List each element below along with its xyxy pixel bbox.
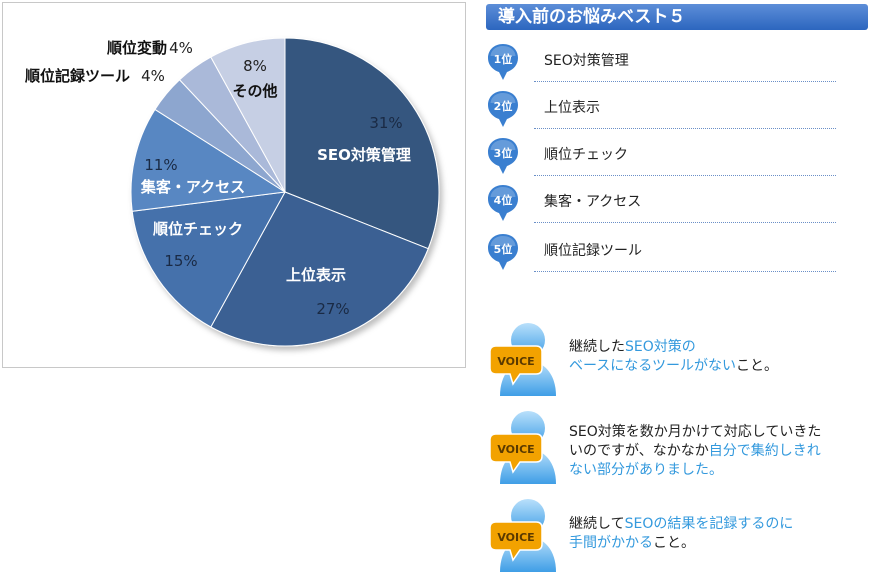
slice-label-7: その他 — [232, 82, 277, 100]
slice-label-3: 順位チェック — [152, 220, 243, 238]
ranking-item-label: SEO対策管理 — [544, 53, 629, 69]
dotted-divider — [534, 271, 836, 272]
pie-slice-2 — [210, 191, 429, 347]
slice-value-5: 4% — [141, 67, 165, 85]
slice-label-4: 集客・アクセス — [140, 178, 245, 196]
voice-text: SEO対策を数か月かけて対応していきた いのですが、なかなか自分で集約しきれない部… — [569, 423, 864, 480]
ranking-item-label: 集客・アクセス — [544, 194, 642, 210]
dotted-divider — [534, 175, 836, 176]
rank-badge-text: 5位 — [494, 242, 513, 256]
rank-badge-text: 1位 — [494, 52, 513, 66]
pie-chart: SEO対策管理 31% 上位表示 27% 順位チェック 15% 集客・アクセス 11% 順位記録… — [24, 37, 440, 347]
voice-item-3: VOICE 継続してSEOの結果を記録するのに手間がかかること。 — [486, 494, 866, 578]
dotted-divider — [534, 222, 836, 223]
ranking-item-4: 4位 集客・アクセス — [486, 183, 836, 223]
slice-label-1: SEO対策管理 — [317, 146, 411, 164]
pie-slice-3 — [131, 191, 286, 328]
voice-highlight: ない部分がありました。 — [569, 462, 723, 478]
ranking-item-2: 2位 上位表示 — [486, 89, 836, 129]
pie-slice-1 — [284, 37, 440, 250]
user-voice-icon: VOICE — [489, 323, 556, 396]
rank-badge-icon: 5位 — [488, 234, 518, 270]
voice-item-2: VOICE SEO対策を数か月かけて対応していきた いのですが、なかなか自分で集約し… — [486, 406, 866, 490]
voice-item-1: VOICE 継続したSEO対策のベースになるツールがないこと。 — [486, 318, 866, 402]
voice-badge-text: VOICE — [497, 355, 534, 368]
pie-slices — [130, 37, 440, 347]
dotted-divider — [534, 128, 836, 129]
ranking-item-1: 1位 SEO対策管理 — [486, 42, 836, 82]
slice-label-5: 順位記録ツール — [24, 67, 130, 85]
ranking-item-3: 3位 順位チェック — [486, 136, 836, 176]
user-voice-icon: VOICE — [489, 499, 556, 572]
user-voice-icon: VOICE — [489, 411, 556, 484]
voice-highlight: SEOの結果を記録するのに — [624, 516, 794, 532]
rank-badge-icon: 3位 — [488, 138, 518, 174]
voice-badge-text: VOICE — [497, 531, 534, 544]
rank-badge-icon: 2位 — [488, 91, 518, 127]
rank-badge-text: 2位 — [494, 99, 513, 113]
slice-value-3: 15% — [164, 252, 197, 270]
voice-segment: 継続した — [569, 339, 625, 355]
pie-labels: SEO対策管理 31% 上位表示 27% 順位チェック 15% 集客・アクセス 11% 順位記録… — [24, 39, 411, 318]
slice-value-7: 8% — [243, 57, 267, 75]
voice-segment: こと。 — [653, 535, 695, 551]
voice-highlight: SEO対策の — [625, 339, 696, 355]
pie-slice-4 — [130, 108, 287, 212]
slice-label-2: 上位表示 — [286, 266, 346, 284]
voice-badge-text: VOICE — [497, 443, 534, 456]
voice-segment: SEO対策を数か月かけて対応していきた — [569, 424, 822, 440]
voice-highlight: ベースになるツールがない — [569, 358, 737, 374]
voice-highlight: 手間がかかる — [569, 535, 653, 551]
ranking-item-5: 5位 順位記録ツール — [486, 232, 836, 272]
pie-chart-panel: SEO対策管理 31% 上位表示 27% 順位チェック 15% 集客・アクセス 11% 順位記録… — [2, 2, 466, 368]
rank-badge-text: 3位 — [494, 146, 513, 160]
voice-highlight: 自分で集約しきれ — [708, 443, 821, 459]
pie-slice-7 — [210, 37, 286, 193]
rank-badge-icon: 1位 — [488, 44, 518, 80]
ranking-item-label: 順位記録ツール — [544, 243, 642, 259]
slice-value-4: 11% — [144, 156, 177, 174]
rank-badge-icon: 4位 — [488, 185, 518, 221]
voice-segment: いのですが、なかなか — [569, 443, 709, 459]
ranking-title: 導入前のお悩みベスト５ — [486, 4, 868, 30]
voice-segment: こと。 — [736, 358, 779, 374]
slice-value-6: 4% — [169, 39, 193, 57]
slice-value-1: 31% — [369, 114, 402, 132]
ranking-item-label: 順位チェック — [544, 147, 628, 163]
voice-segment: 継続して — [569, 516, 625, 532]
slice-value-2: 27% — [316, 300, 349, 318]
rank-badge-text: 4位 — [494, 193, 513, 207]
voice-text: 継続してSEOの結果を記録するのに手間がかかること。 — [569, 515, 864, 553]
dotted-divider — [534, 81, 836, 82]
voice-text: 継続したSEO対策のベースになるツールがないこと。 — [569, 338, 864, 376]
slice-label-6: 順位変動 — [106, 39, 167, 57]
ranking-item-label: 上位表示 — [544, 100, 600, 116]
